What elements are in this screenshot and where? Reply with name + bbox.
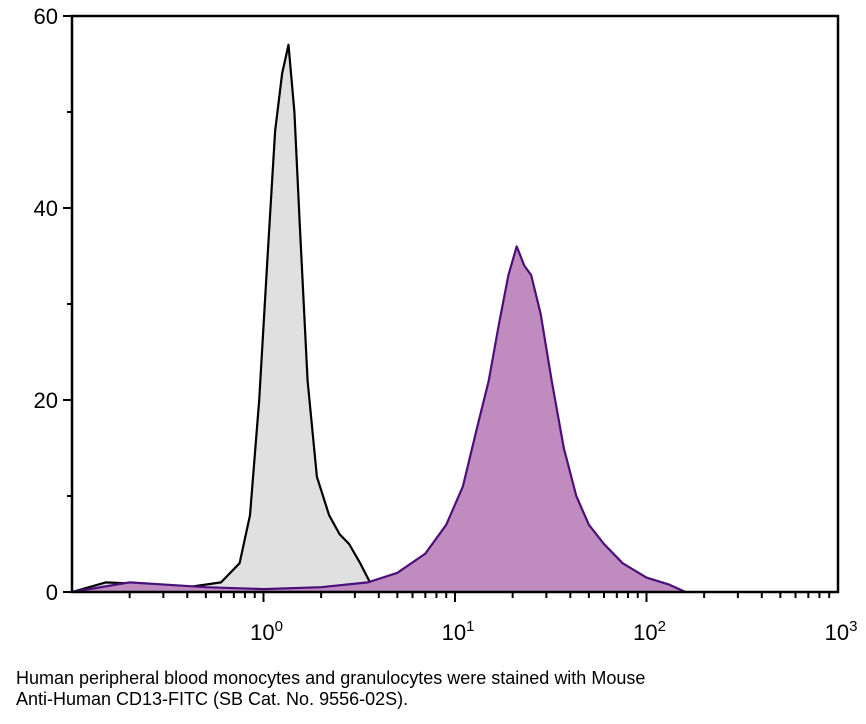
control-histogram-fill xyxy=(72,44,379,593)
control-histogram-line xyxy=(71,43,380,594)
plot-area xyxy=(71,43,687,594)
x-tick-label: 100 xyxy=(250,618,283,645)
y-tick-label: 40 xyxy=(34,196,58,221)
caption-line-1: Human peripheral blood monocytes and gra… xyxy=(16,668,646,688)
x-tick-label: 101 xyxy=(442,618,475,645)
figure-caption: Human peripheral blood monocytes and gra… xyxy=(16,668,856,710)
x-tick-label: 103 xyxy=(825,618,858,645)
y-tick-label: 0 xyxy=(46,580,58,605)
stained-histogram-line xyxy=(71,245,687,594)
caption-line-2: Anti-Human CD13-FITC (SB Cat. No. 9556-0… xyxy=(16,689,409,709)
y-tick-label: 20 xyxy=(34,388,58,413)
axes: 0 20 40 60 100 101 102 103 xyxy=(34,4,858,645)
stained-histogram-fill xyxy=(72,246,686,592)
x-tick-label: 102 xyxy=(633,618,666,645)
histogram-chart: 0 20 40 60 100 101 102 103 xyxy=(34,4,858,645)
y-tick-label: 60 xyxy=(34,4,58,29)
